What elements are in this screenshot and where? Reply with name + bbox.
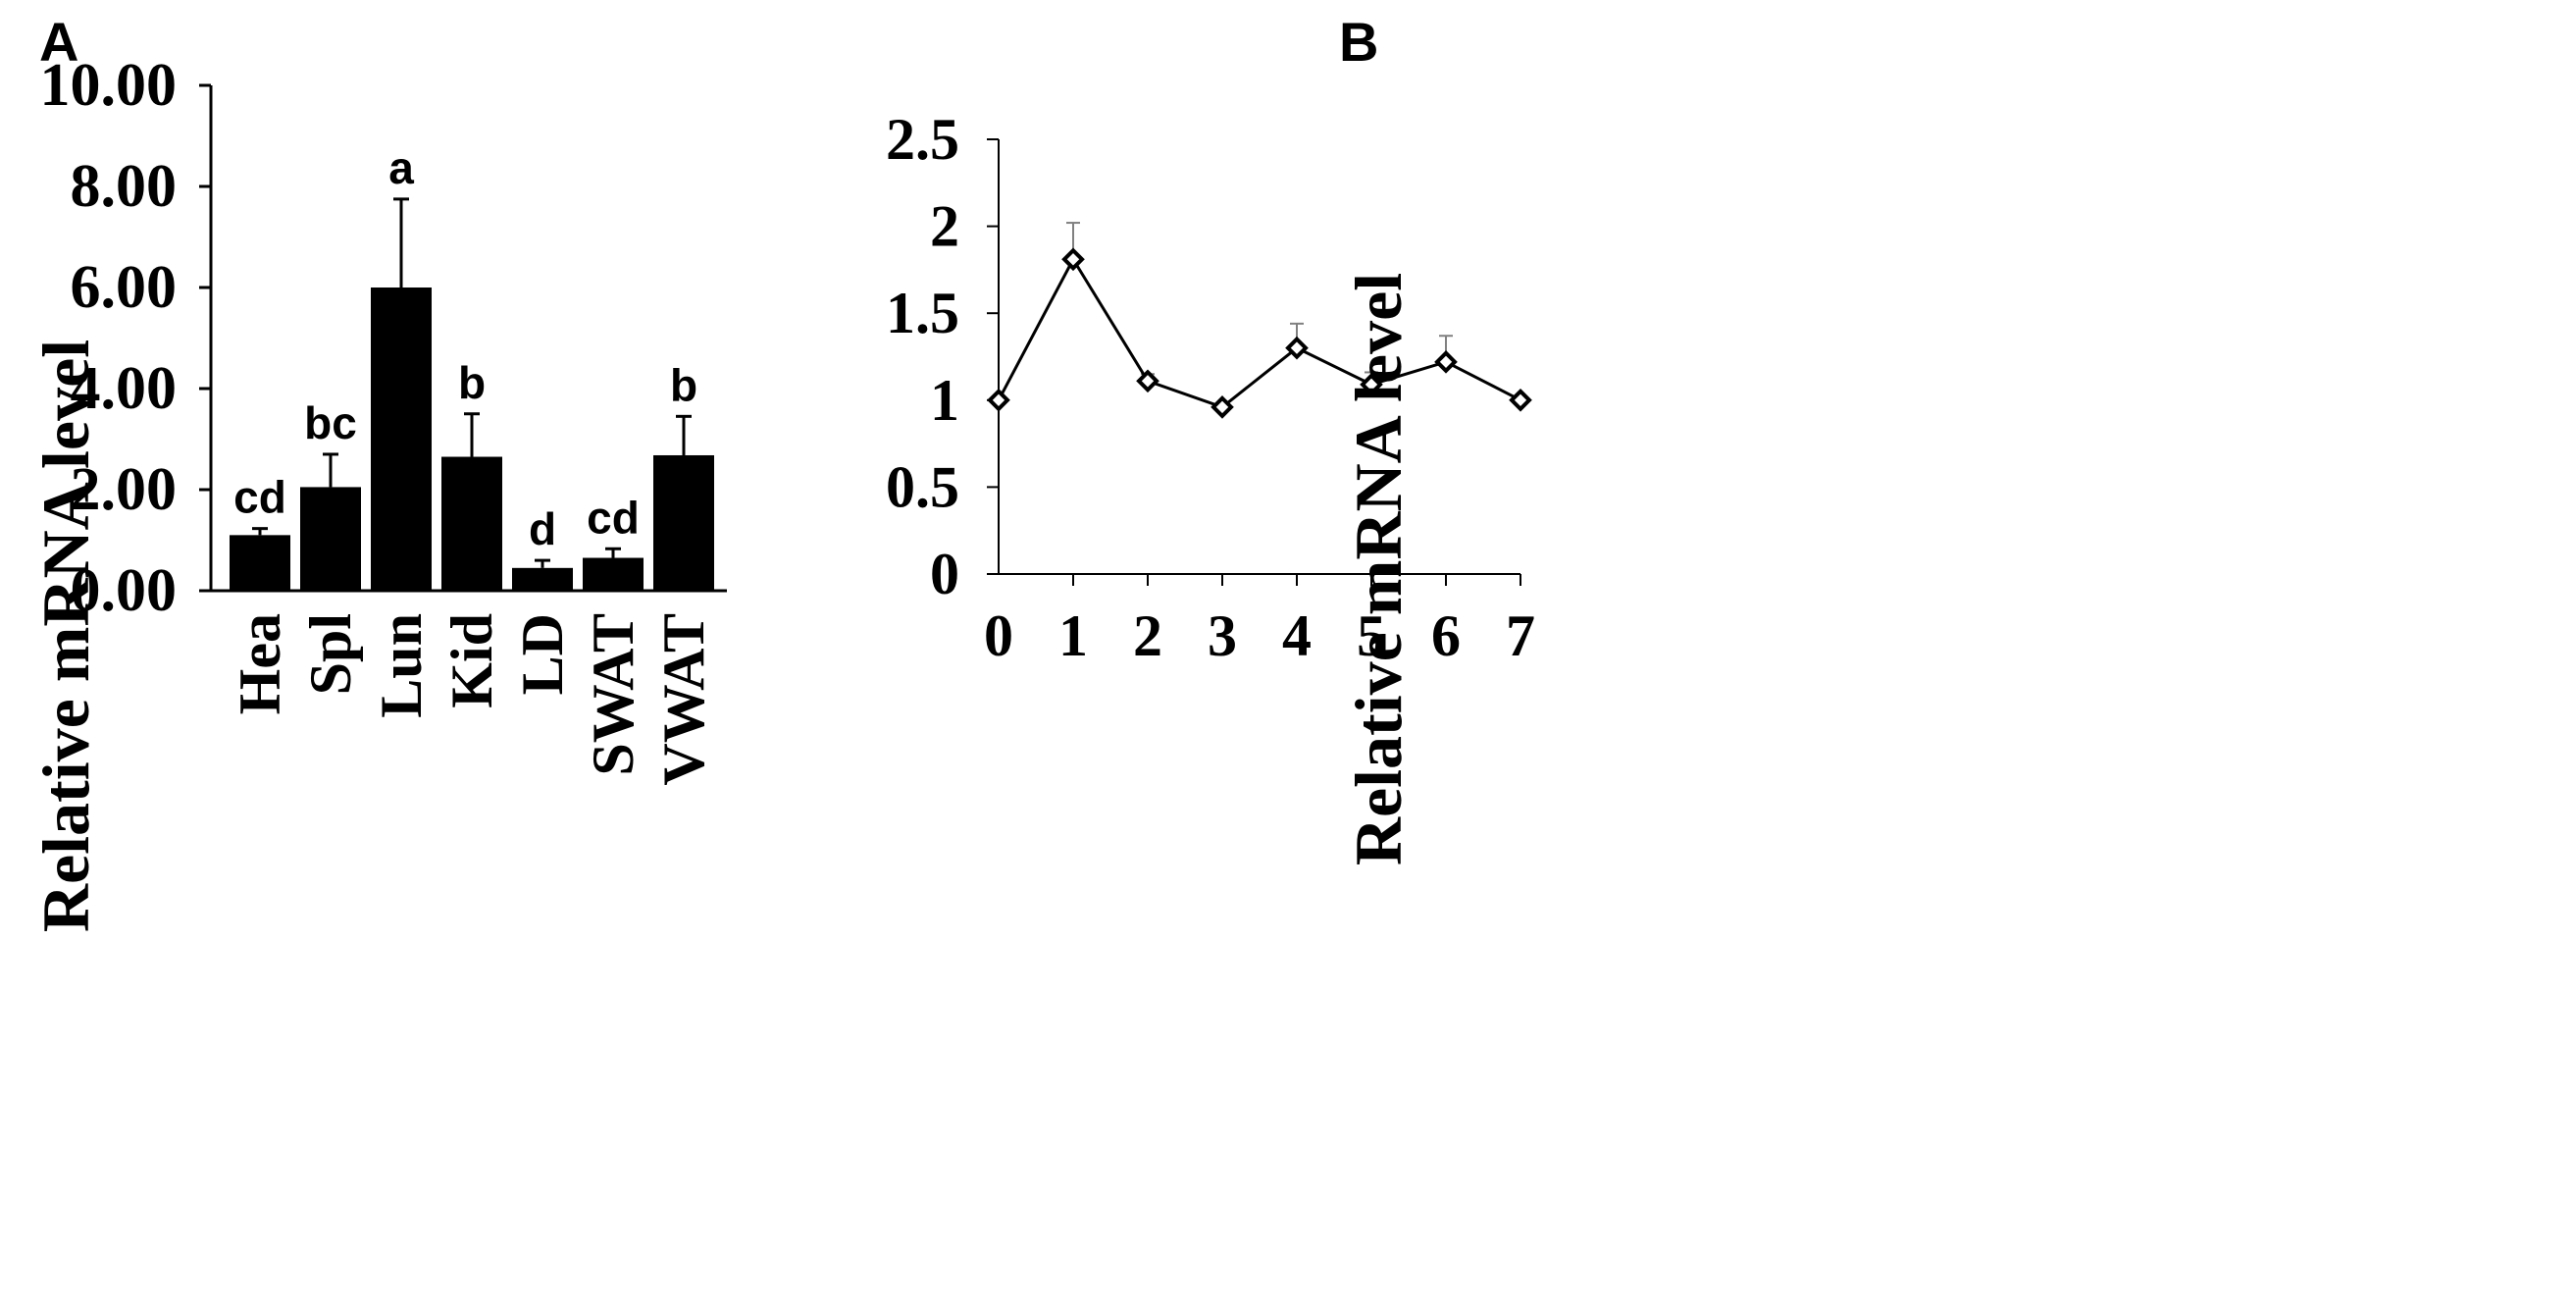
y-tick-label: 2 xyxy=(930,194,959,259)
chart-a-y-axis-title: Relative mRNA level xyxy=(28,340,103,932)
data-point xyxy=(1285,336,1309,360)
x-category-label: Spl xyxy=(298,613,363,695)
significance-letter: cd xyxy=(233,472,286,523)
significance-letter: b xyxy=(458,357,486,408)
data-point xyxy=(1136,369,1159,393)
significance-letter: b xyxy=(670,359,697,410)
y-tick-label: 8.00 xyxy=(71,153,178,220)
data-point xyxy=(1360,373,1383,396)
data-point xyxy=(1211,395,1234,419)
x-category-label: LD xyxy=(510,613,575,695)
y-tick-label: 1 xyxy=(930,368,959,433)
chart-a: 0.00 2.00 4.00 6.00 8.00 10.00 cd Hea bc Spl a Lun b… xyxy=(40,52,727,786)
x-tick-label: 1 xyxy=(1058,603,1088,668)
chart-b-y-axis-title: Relative mRNA level xyxy=(1341,273,1416,865)
x-tick-label: 2 xyxy=(1133,603,1162,668)
y-tick-label: 2.5 xyxy=(886,107,959,172)
panel-b-label: B xyxy=(1339,11,1378,73)
bar xyxy=(230,535,290,591)
x-category-label: Lun xyxy=(369,613,434,718)
bar xyxy=(371,288,432,591)
significance-letter: d xyxy=(529,503,556,554)
data-point xyxy=(987,388,1010,412)
bar xyxy=(300,487,361,591)
data-point xyxy=(1509,388,1532,412)
x-tick-label: 7 xyxy=(1506,603,1535,668)
y-tick-label: 6.00 xyxy=(71,254,178,321)
significance-letter: a xyxy=(388,142,414,193)
x-tick-label: 5 xyxy=(1357,603,1386,668)
y-tick-label: 0.00 xyxy=(71,557,178,624)
y-tick-label: 2.00 xyxy=(71,456,178,523)
bar xyxy=(653,454,714,591)
y-tick-label: 10.00 xyxy=(40,52,178,119)
x-category-label: Kid xyxy=(439,613,504,708)
series-line xyxy=(997,256,1521,409)
y-tick-label: 0 xyxy=(930,542,959,606)
significance-letter: cd xyxy=(587,492,640,543)
significance-letter: bc xyxy=(304,397,357,448)
x-tick-label: 0 xyxy=(984,603,1013,668)
x-category-label: SWAT xyxy=(581,613,645,776)
y-tick-label: 0.5 xyxy=(886,454,959,519)
data-point xyxy=(1061,247,1085,272)
x-tick-label: 4 xyxy=(1282,603,1312,668)
x-category-label: VWAT xyxy=(651,613,716,786)
data-point xyxy=(1434,349,1458,374)
x-category-label: Hea xyxy=(228,613,292,714)
bar xyxy=(441,456,502,591)
x-tick-label: 3 xyxy=(1208,603,1237,668)
panel-a-label: A xyxy=(39,11,78,73)
y-tick-label: 4.00 xyxy=(71,355,178,422)
y-tick-label: 1.5 xyxy=(886,281,959,345)
bar xyxy=(512,567,573,591)
chart-b: 00.511.522.50 1 2 3 4 5 6 7 xyxy=(886,107,1535,668)
bar xyxy=(583,557,644,591)
x-tick-label: 6 xyxy=(1431,603,1461,668)
